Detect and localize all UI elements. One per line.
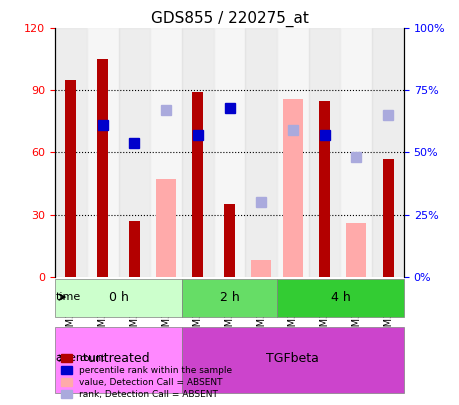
FancyBboxPatch shape	[182, 279, 277, 317]
Text: untreated: untreated	[88, 352, 149, 365]
Bar	[283, 99, 303, 277]
Text: agent: agent	[56, 353, 88, 363]
Legend: count, percentile rank within the sample, value, Detection Call = ABSENT, rank, : count, percentile rank within the sample…	[60, 352, 235, 401]
Bar	[55, 28, 87, 277]
Text: 0 h: 0 h	[109, 291, 129, 304]
Bar	[372, 28, 404, 277]
Title: GDS855 / 220275_at: GDS855 / 220275_at	[151, 11, 308, 27]
Bar	[309, 28, 341, 277]
Bar	[65, 80, 77, 277]
Bar	[87, 28, 118, 277]
Bar	[129, 221, 140, 277]
FancyBboxPatch shape	[55, 279, 182, 317]
Text: TGFbeta: TGFbeta	[267, 352, 319, 365]
FancyBboxPatch shape	[55, 327, 182, 393]
Text: time: time	[56, 292, 81, 302]
Bar	[97, 60, 108, 277]
Bar	[319, 101, 330, 277]
Bar	[251, 260, 271, 277]
FancyBboxPatch shape	[277, 279, 404, 317]
Bar	[224, 204, 235, 277]
Bar	[182, 28, 213, 277]
Bar	[156, 179, 176, 277]
Bar	[277, 28, 309, 277]
Bar	[192, 92, 203, 277]
Bar	[382, 159, 394, 277]
Text: 4 h: 4 h	[330, 291, 350, 304]
Text: 2 h: 2 h	[219, 291, 240, 304]
Bar	[150, 28, 182, 277]
Bar	[341, 28, 372, 277]
FancyBboxPatch shape	[182, 327, 404, 393]
Bar	[213, 28, 246, 277]
Bar	[347, 223, 366, 277]
Bar	[118, 28, 150, 277]
Bar	[246, 28, 277, 277]
